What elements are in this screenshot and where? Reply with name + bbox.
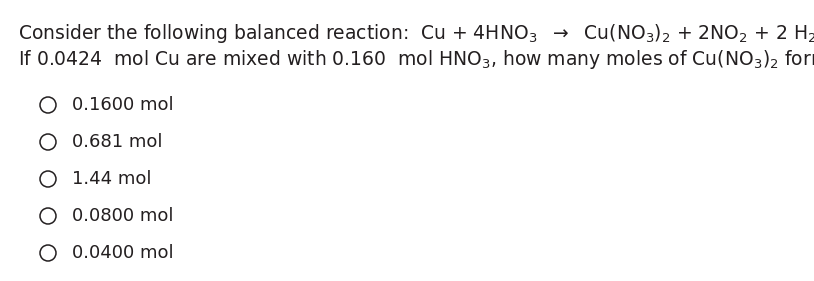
Text: 0.681 mol: 0.681 mol bbox=[72, 133, 163, 151]
Text: 0.0400 mol: 0.0400 mol bbox=[72, 244, 173, 262]
Text: 1.44 mol: 1.44 mol bbox=[72, 170, 151, 188]
Text: 0.1600 mol: 0.1600 mol bbox=[72, 96, 173, 114]
Text: 0.0800 mol: 0.0800 mol bbox=[72, 207, 173, 225]
Text: Consider the following balanced reaction:  Cu + 4HNO$_3$  $\rightarrow$  Cu(NO$_: Consider the following balanced reaction… bbox=[18, 22, 814, 45]
Text: If 0.0424  mol Cu are mixed with 0.160  mol HNO$_3$, how many moles of Cu(NO$_3$: If 0.0424 mol Cu are mixed with 0.160 mo… bbox=[18, 48, 814, 71]
